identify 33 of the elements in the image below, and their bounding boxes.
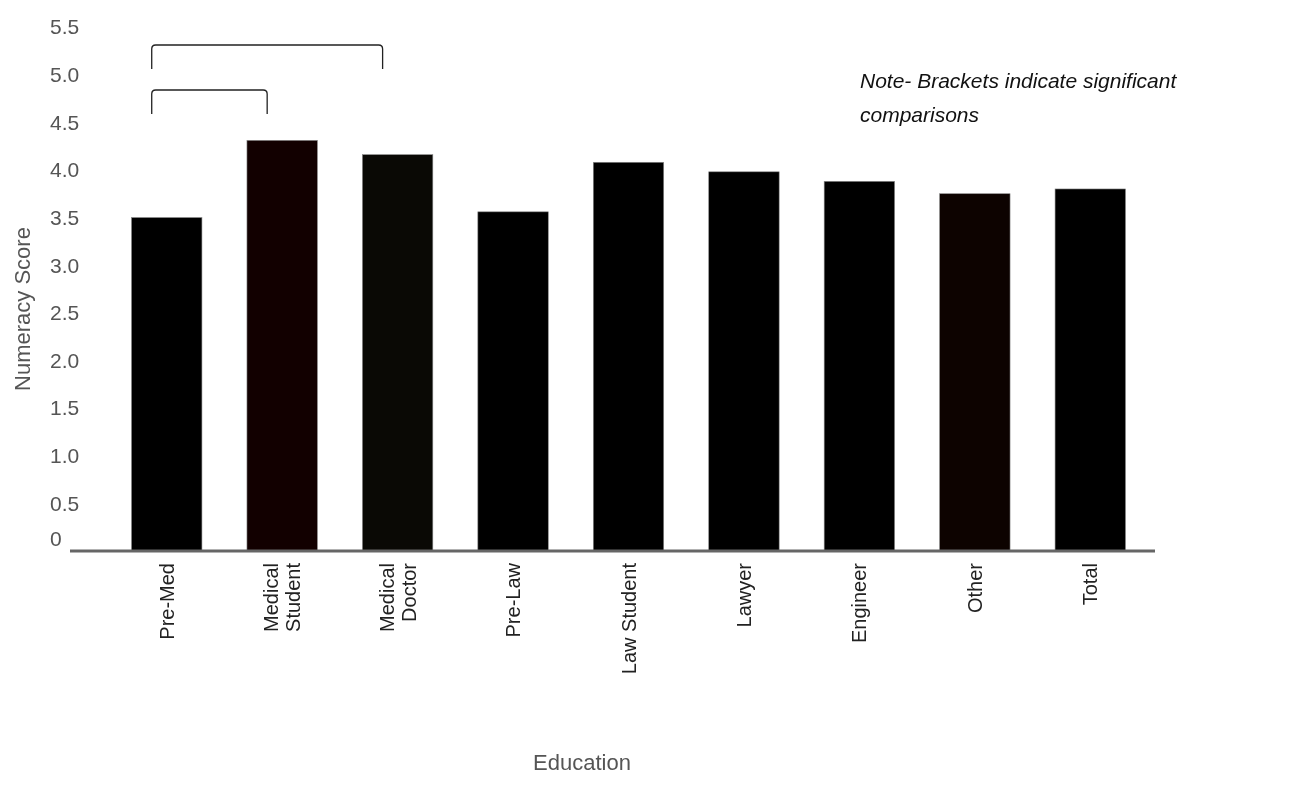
y-tick-label: 5.5 (50, 15, 80, 39)
x-tick-label: Engineer (848, 562, 871, 644)
x-tick-label: Medical Doctor (375, 562, 420, 632)
y-tick-label: 4.5 (50, 110, 80, 134)
y-tick-label: 1.0 (50, 444, 80, 468)
x-tick-label: Pre-Law (502, 562, 525, 638)
bar (708, 171, 780, 552)
x-tick-label: Law Student (617, 562, 640, 675)
y-tick-label: 3.0 (50, 253, 80, 277)
bar (1054, 188, 1126, 552)
bar (362, 154, 434, 552)
x-axis-title: Education (533, 750, 631, 775)
bar (592, 161, 665, 552)
x-tick-label: Lawyer (732, 562, 755, 628)
bar (246, 140, 318, 552)
x-tick-label: Other (963, 562, 986, 614)
y-tick-label: 5.0 (50, 62, 80, 86)
x-tick-label: Medical Student (260, 562, 305, 632)
y-axis-title: Numeracy Score (10, 227, 35, 391)
annotation: Note- Brackets indicate significant comparisons (860, 69, 1178, 126)
y-tick-label: 0 (50, 527, 62, 551)
y-tick-label: 1.5 (50, 396, 80, 420)
bar (477, 211, 549, 552)
y-tick-label: 4.0 (50, 158, 80, 182)
bar (823, 181, 895, 552)
y-tick-label: 2.5 (50, 301, 80, 325)
bar (131, 217, 203, 552)
bar (939, 193, 1011, 552)
y-tick-label: 2.0 (50, 348, 80, 372)
x-tick-label: Total (1079, 563, 1102, 606)
x-tick-label: Pre-Med (155, 563, 178, 640)
y-tick-label: 0.5 (50, 491, 80, 515)
y-tick-label: 3.5 (50, 205, 80, 229)
